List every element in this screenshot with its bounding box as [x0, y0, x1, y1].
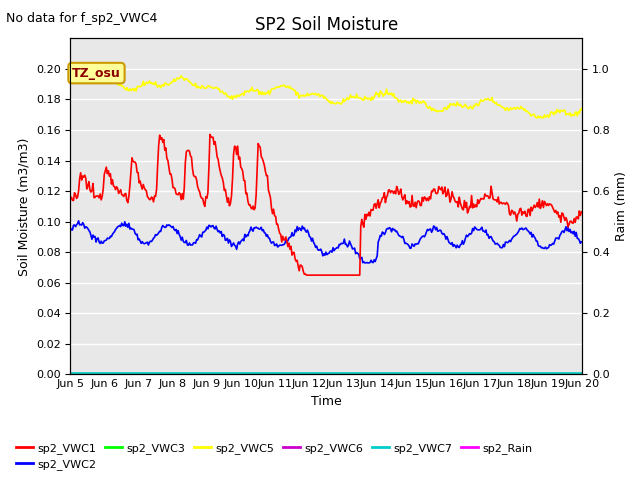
sp2_VWC3: [310, 372, 317, 377]
sp2_VWC5: [487, 97, 495, 103]
sp2_VWC2: [75, 218, 83, 224]
sp2_VWC1: [488, 190, 496, 196]
Title: SP2 Soil Moisture: SP2 Soil Moisture: [255, 16, 398, 34]
sp2_Rain: [67, 372, 74, 377]
sp2_VWC1: [315, 272, 323, 278]
sp2_Rain: [344, 372, 351, 377]
sp2_VWC2: [344, 242, 352, 248]
sp2_Rain: [486, 372, 494, 377]
sp2_VWC3: [313, 372, 321, 377]
sp2_VWC1: [67, 196, 74, 202]
sp2_VWC3: [579, 372, 586, 377]
sp2_VWC1: [579, 209, 586, 215]
sp2_VWC2: [361, 260, 369, 266]
sp2_VWC7: [371, 370, 379, 376]
sp2_VWC2: [488, 236, 496, 242]
sp2_VWC2: [314, 247, 321, 252]
sp2_VWC6: [344, 372, 351, 377]
sp2_VWC3: [371, 372, 379, 377]
sp2_VWC6: [310, 372, 317, 377]
sp2_VWC7: [67, 370, 74, 376]
sp2_VWC7: [579, 370, 586, 376]
sp2_VWC5: [311, 92, 319, 97]
sp2_VWC1: [346, 272, 353, 278]
sp2_VWC5: [568, 111, 576, 117]
sp2_VWC5: [579, 105, 586, 111]
sp2_VWC7: [313, 370, 321, 376]
sp2_Rain: [313, 372, 321, 377]
sp2_VWC2: [373, 253, 381, 259]
sp2_VWC1: [206, 132, 214, 137]
sp2_Rain: [310, 372, 317, 377]
sp2_VWC3: [566, 372, 574, 377]
sp2_VWC1: [373, 201, 381, 206]
sp2_VWC2: [67, 228, 74, 234]
sp2_VWC5: [344, 96, 352, 102]
X-axis label: Time: Time: [311, 395, 342, 408]
sp2_Rain: [371, 372, 379, 377]
sp2_VWC5: [75, 66, 83, 72]
sp2_VWC1: [303, 272, 310, 278]
sp2_VWC5: [532, 115, 540, 120]
sp2_VWC2: [568, 229, 576, 235]
sp2_Rain: [579, 372, 586, 377]
Y-axis label: Raim (mm): Raim (mm): [616, 171, 628, 241]
sp2_VWC1: [568, 220, 576, 226]
Text: TZ_osu: TZ_osu: [72, 67, 121, 80]
sp2_VWC6: [67, 372, 74, 377]
sp2_VWC6: [313, 372, 321, 377]
sp2_VWC7: [344, 370, 351, 376]
sp2_VWC3: [67, 372, 74, 377]
Y-axis label: Soil Moisture (m3/m3): Soil Moisture (m3/m3): [17, 137, 30, 276]
sp2_VWC6: [566, 372, 574, 377]
sp2_Rain: [566, 372, 574, 377]
Text: No data for f_sp2_VWC4: No data for f_sp2_VWC4: [6, 12, 158, 25]
sp2_VWC6: [579, 372, 586, 377]
sp2_VWC5: [67, 72, 74, 78]
Line: sp2_VWC2: sp2_VWC2: [70, 221, 582, 263]
sp2_VWC3: [486, 372, 494, 377]
sp2_VWC6: [371, 372, 379, 377]
sp2_VWC5: [314, 92, 321, 97]
sp2_VWC6: [486, 372, 494, 377]
sp2_VWC2: [579, 239, 586, 245]
sp2_VWC5: [372, 90, 380, 96]
sp2_VWC7: [486, 370, 494, 376]
Line: sp2_VWC5: sp2_VWC5: [70, 69, 582, 118]
sp2_VWC7: [566, 370, 574, 376]
sp2_VWC7: [310, 370, 317, 376]
sp2_VWC2: [311, 241, 319, 247]
sp2_VWC1: [312, 272, 319, 278]
sp2_VWC3: [344, 372, 351, 377]
Legend: sp2_VWC1, sp2_VWC2, sp2_VWC3, sp2_VWC5, sp2_VWC6, sp2_VWC7, sp2_Rain: sp2_VWC1, sp2_VWC2, sp2_VWC3, sp2_VWC5, …: [12, 438, 537, 474]
Line: sp2_VWC1: sp2_VWC1: [70, 134, 582, 275]
